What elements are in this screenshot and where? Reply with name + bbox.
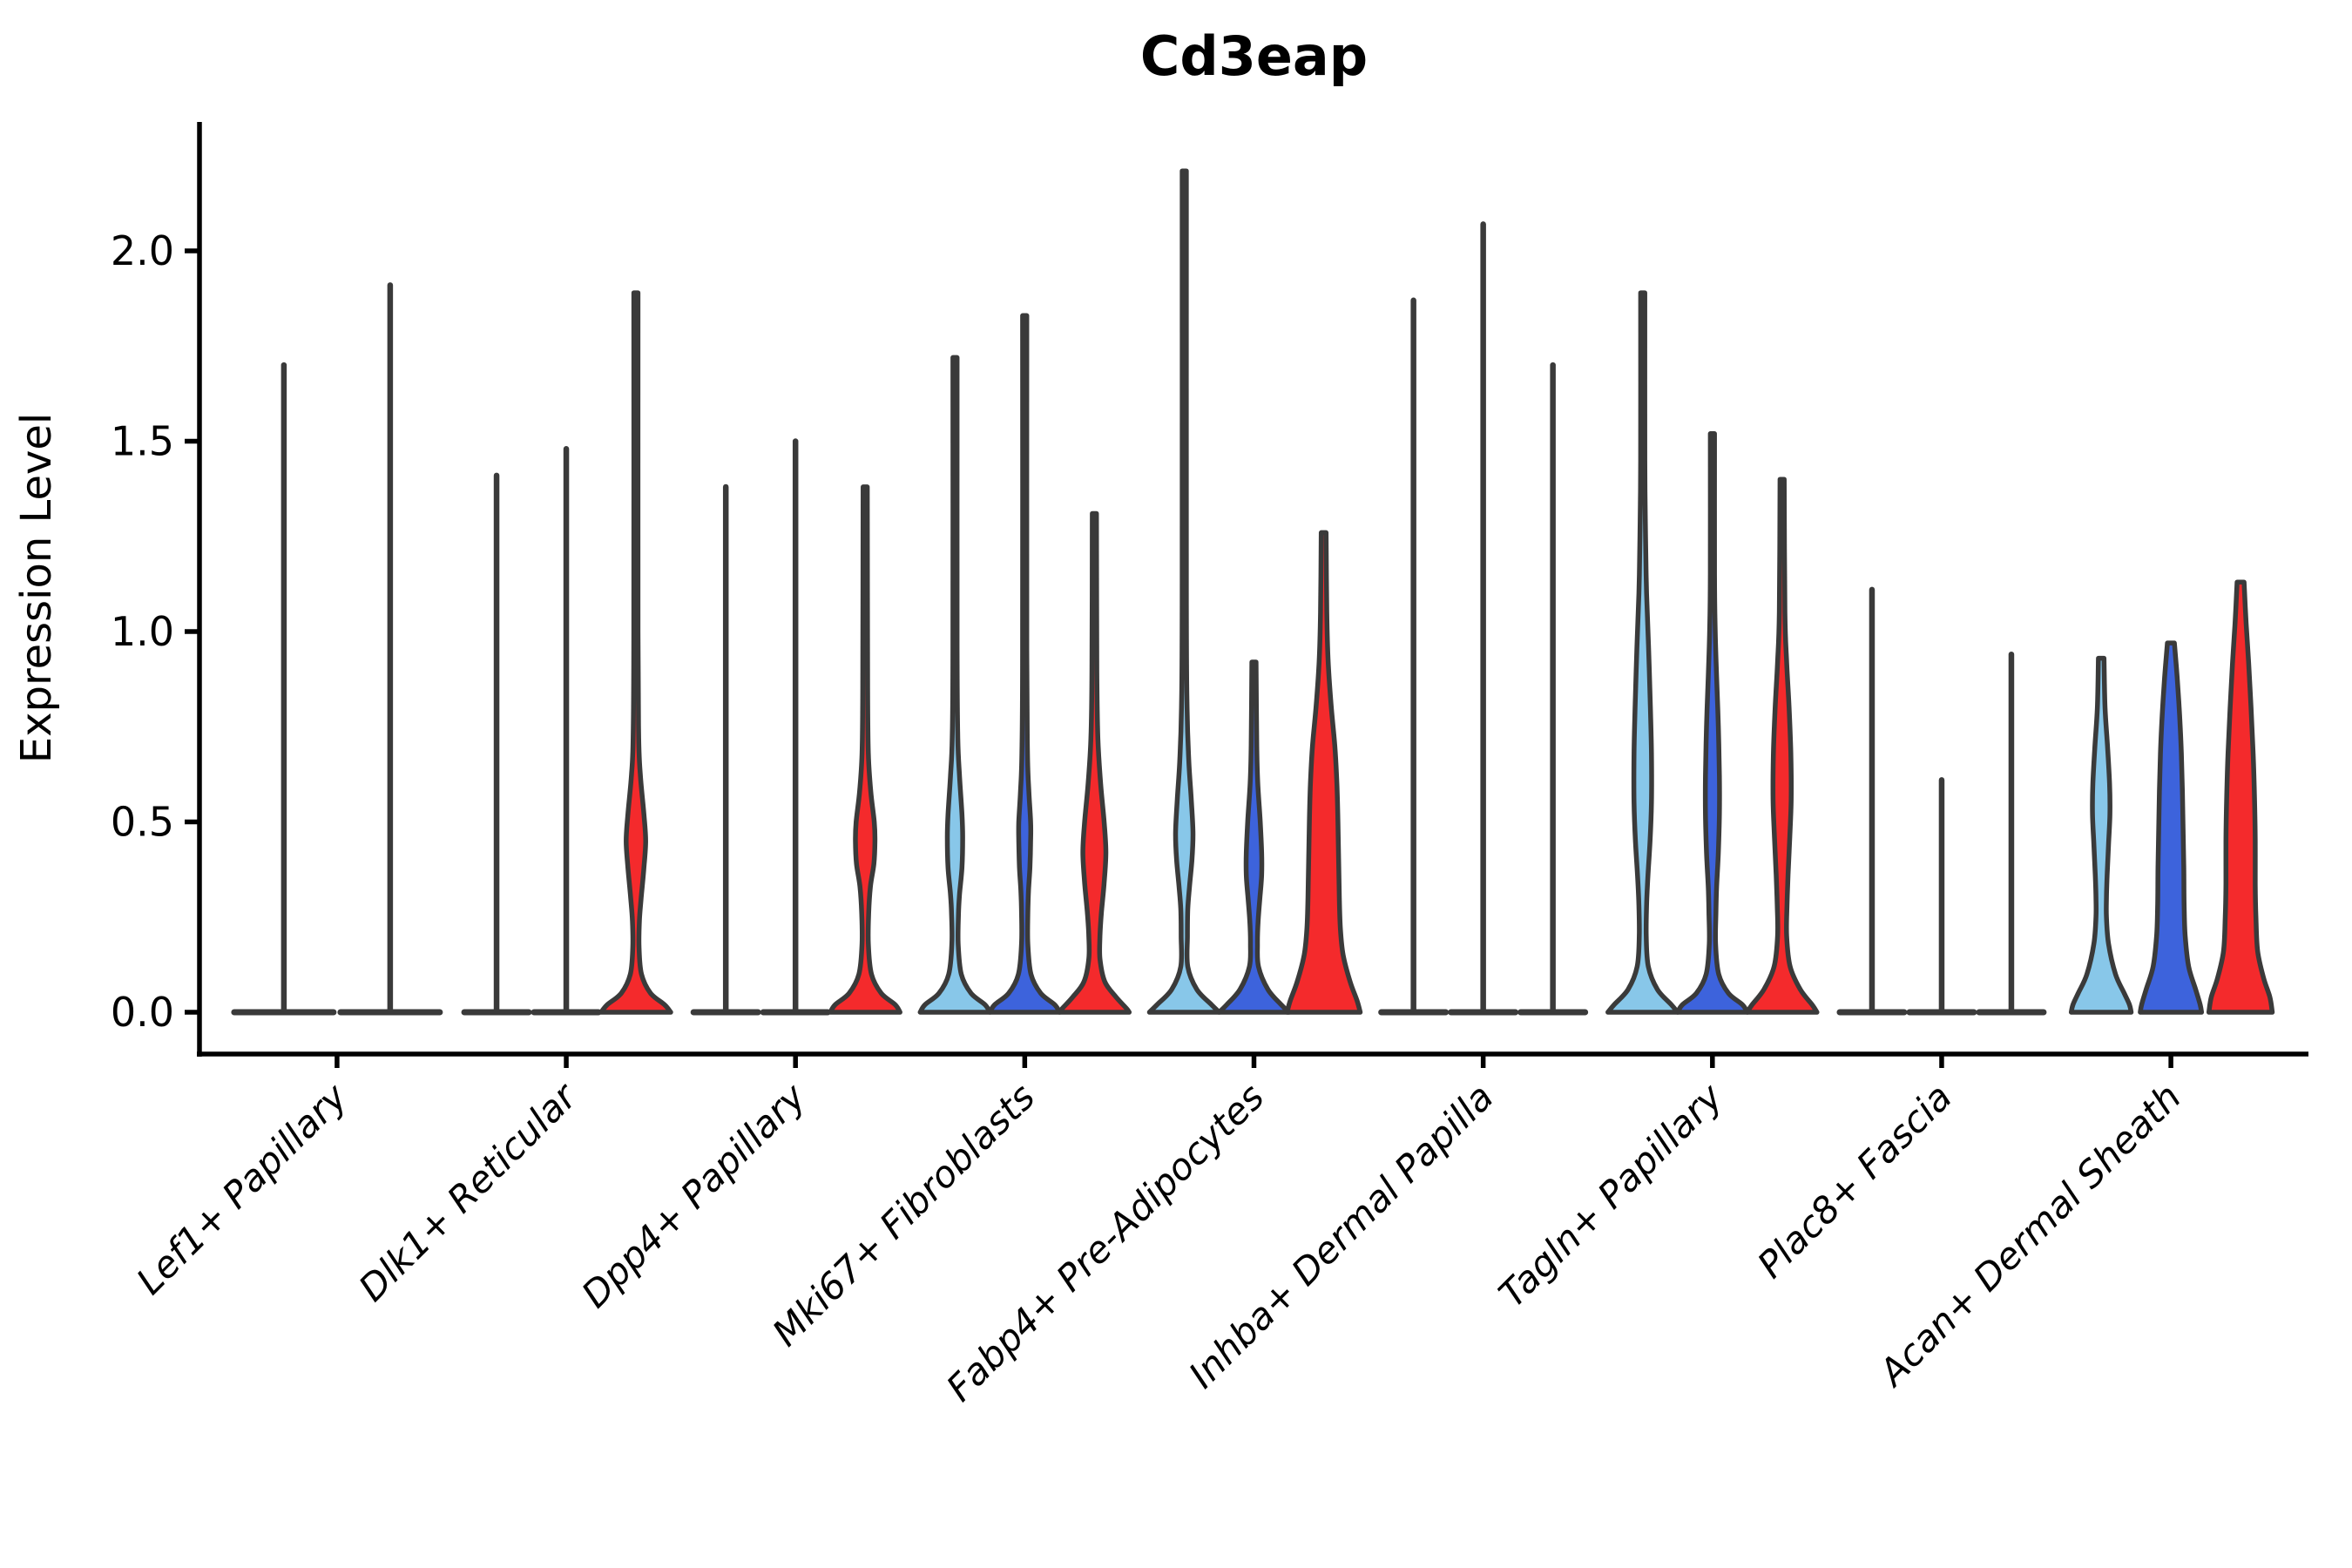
violin-red [2206,579,2275,1015]
violin-red [828,484,902,1015]
y-axis-label: Expression Level [12,413,61,764]
violin-red [1745,476,1820,1015]
violin-light_blue [2068,655,2134,1015]
violin-red [598,290,673,1015]
y-tick-label: 0.5 [111,799,174,846]
y-tick-label: 1.5 [111,418,174,465]
y-tick-label: 2.0 [111,227,174,274]
y-tick-label: 0.0 [111,989,174,1036]
violin-red [1284,530,1363,1015]
violin-dark_blue [2138,640,2205,1015]
chart-title: Cd3eap [1140,24,1368,88]
y-tick-label: 1.0 [111,608,174,655]
violin-red [1057,510,1132,1015]
